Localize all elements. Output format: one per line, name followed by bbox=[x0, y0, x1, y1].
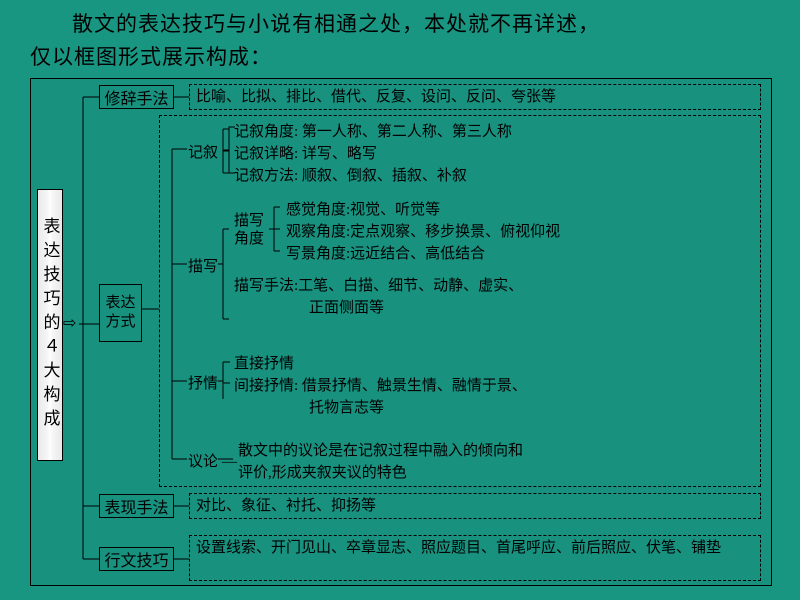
branch4-content: 设置线索、开门见山、卒章显志、照应题目、首尾呼应、前后照应、伏笔、铺垫 bbox=[196, 540, 721, 556]
branch1-label: 修辞手法 bbox=[104, 85, 168, 109]
sub-lyric-label: 抒情 bbox=[188, 374, 218, 396]
describe-angle-line2: 观察角度:定点观察、移步换景、俯视仰视 bbox=[286, 222, 560, 244]
describe-angle-label: 描写角度 bbox=[234, 212, 264, 248]
branch4-label: 行文技巧 bbox=[104, 547, 168, 571]
describe-angle-line3: 写景角度:远近结合、高低结合 bbox=[286, 244, 485, 266]
branch4-content-box: 设置线索、开门见山、卒章显志、照应题目、首尾呼应、前后照应、伏笔、铺垫 bbox=[189, 535, 761, 581]
page: 散文的表达技巧与小说有相通之处，本处就不再详述， 仅以框图形式展示构成： 表达技… bbox=[0, 0, 800, 600]
branch3-content: 对比、象征、衬托、抑扬等 bbox=[196, 498, 376, 514]
diagram-container: 表达技巧的４大构成 ⇨ bbox=[30, 78, 772, 586]
narration-line3: 记叙方法: 顺叙、倒叙、插叙、补叙 bbox=[234, 166, 467, 188]
sub-narration-label: 记叙 bbox=[188, 143, 218, 165]
lyric-line3: 托物言志等 bbox=[234, 398, 384, 420]
sub-discuss-label: 议论 bbox=[188, 452, 218, 474]
root-arrow-icon: ⇨ bbox=[63, 316, 76, 332]
discuss-line2: 评价,形成夹叙夹议的特色 bbox=[238, 463, 407, 485]
branch3-content-box: 对比、象征、衬托、抑扬等 bbox=[189, 493, 761, 519]
intro-text: 散文的表达技巧与小说有相通之处，本处就不再详述， 仅以框图形式展示构成： bbox=[30, 8, 770, 73]
branch1-content: 比喻、比拟、排比、借代、反复、设问、反问、夸张等 bbox=[196, 89, 556, 105]
branch2-box: 表达方式 bbox=[99, 284, 142, 342]
branch1-box: 修辞手法 bbox=[99, 85, 174, 109]
discuss-line1: 散文中的议论是在记叙过程中融入的倾向和 bbox=[238, 441, 523, 463]
narration-line2: 记叙详略: 详写、略写 bbox=[234, 144, 377, 166]
root-label: 表达技巧的４大构成 bbox=[38, 217, 63, 433]
narration-line1: 记叙角度: 第一人称、第二人称、第三人称 bbox=[234, 122, 512, 144]
discuss-dash: — bbox=[222, 452, 237, 474]
branch3-label: 表现手法 bbox=[104, 494, 168, 518]
root-box: 表达技巧的４大构成 bbox=[37, 189, 63, 461]
lyric-line1: 直接抒情 bbox=[234, 354, 294, 376]
branch2-content-box: 记叙 记叙角度: 第一人称、第二人称、第三人称 记叙详略: 详写、略写 记叙方法… bbox=[159, 115, 761, 487]
describe-method-line2: 正面侧面等 bbox=[234, 298, 384, 320]
describe-angle-line1: 感觉角度:视觉、听觉等 bbox=[286, 200, 440, 222]
describe-method-line1: 描写手法:工笔、白描、细节、动静、虚实、 bbox=[234, 276, 523, 298]
branch4-box: 行文技巧 bbox=[99, 547, 174, 571]
branch3-box: 表现手法 bbox=[99, 494, 174, 518]
sub-describe-label: 描写 bbox=[188, 257, 218, 279]
intro-line1: 散文的表达技巧与小说有相通之处，本处就不再详述， bbox=[72, 12, 600, 36]
branch1-content-box: 比喻、比拟、排比、借代、反复、设问、反问、夸张等 bbox=[189, 84, 761, 110]
lyric-line2: 间接抒情: 借景抒情、触景生情、融情于景、 bbox=[234, 376, 527, 398]
intro-line2: 仅以框图形式展示构成： bbox=[30, 45, 272, 69]
branch2-label: 表达方式 bbox=[105, 294, 135, 333]
